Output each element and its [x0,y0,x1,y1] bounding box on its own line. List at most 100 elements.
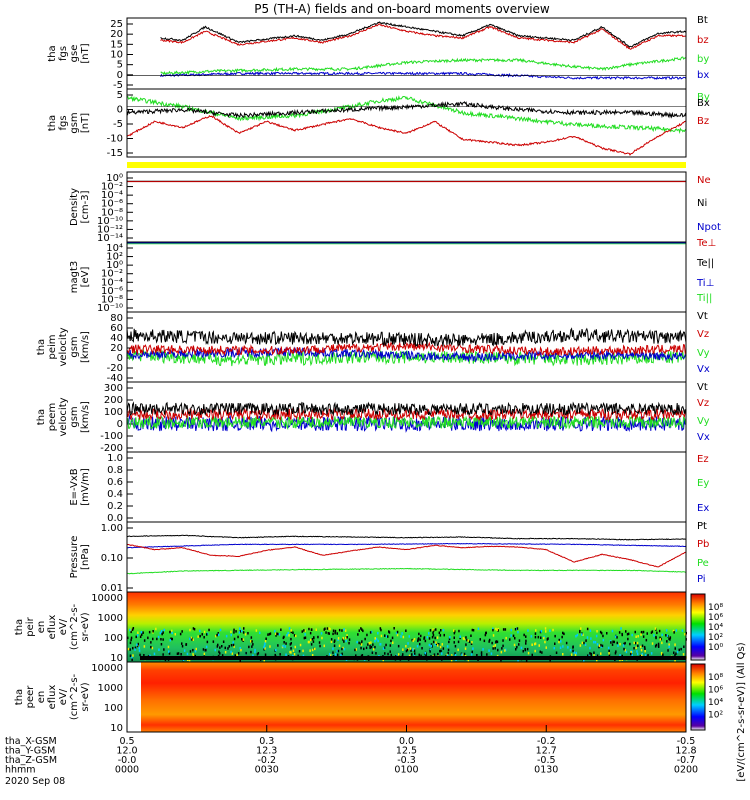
spectrogram-pixel [581,641,584,645]
spectrogram-pixel [287,631,289,635]
spectrogram-pixel [230,630,232,634]
spectrogram-pixel [517,630,519,634]
spectrogram-pixel [655,636,657,640]
spectrogram-pixel [567,646,569,649]
colorbar-tick-label: 10⁰ [708,643,723,653]
legend-red: Vz [697,398,709,409]
spectrogram-pixel [170,637,172,640]
spectrogram-pixel [131,656,133,659]
spectrogram-pixel [437,644,439,647]
spectrogram-pixel [541,651,543,654]
panel-ylabel: fgs [58,115,69,130]
spectrogram-pixel [136,643,138,647]
spectrogram-pixel [634,630,636,634]
spectrogram-pixel [517,658,519,662]
spectrogram-pixel [389,644,392,647]
spectrogram-pixel [299,643,302,647]
spectrogram-pixel [151,646,154,650]
spectrogram-pixel [538,644,540,647]
spectrogram-pixel [405,629,407,632]
spectrogram-pixel [433,653,436,656]
spectrogram-pixel [425,653,427,656]
spectrogram-pixel [134,648,136,651]
spectrogram-pixel [217,632,219,635]
spectrogram-pixel [179,632,182,636]
spectrogram-pixel [393,627,395,630]
spectrogram-pixel [290,647,292,650]
spectrogram-pixel [263,645,265,649]
spectrogram-pixel [596,654,599,657]
spectrogram-pixel [345,636,347,640]
spectrogram-pixel [608,653,611,657]
spectrogram-pixel [562,653,564,656]
y-tick-label: 40 [110,333,123,344]
spectrogram-pixel [269,632,272,635]
x-axis-row-label: tha_X-GSM [5,736,57,747]
spectrogram-pixel [208,628,210,632]
y-tick-label: 10⁻⁸ [101,294,123,305]
x-axis-value: 0.5 [119,736,134,747]
spectrogram-pixel [596,658,598,662]
spectrogram-pixel [561,635,563,639]
spectrogram-pixel [275,634,277,637]
spectrogram-pixel [659,638,662,641]
spectrogram-pixel [239,627,241,630]
spectrogram-pixel [432,628,434,631]
spectrogram-pixel [142,631,144,634]
spectrogram-pixel [304,633,306,636]
spectrogram-pixel [189,637,191,640]
spectrogram-pixel [431,636,434,639]
spectrogram-pixel [470,653,473,656]
spectrogram-pixel [420,654,422,658]
spectrogram-pixel [563,632,565,636]
spectrogram-pixel [206,633,208,636]
spectrogram-pixel [520,646,523,650]
spectrogram-pixel [292,649,295,652]
y-tick-label: 1.00 [101,523,123,534]
spectrogram-pixel [587,654,590,657]
y-tick-label: -10 [107,134,123,145]
spectrogram-pixel [625,630,627,633]
spectrogram-pixel [157,635,160,639]
y-tick-label: 0.01 [101,583,123,594]
spectrogram-pixel [661,633,663,637]
spectrogram-pixel [203,636,205,639]
spectrogram-pixel [611,629,614,633]
spectrogram-pixel [397,653,400,656]
x-axis-value: 12.5 [396,746,417,757]
spectrogram-pixel [134,646,137,649]
spectrogram-pixel [410,649,412,652]
spectrogram-pixel [362,629,364,633]
spectrogram-pixel [408,635,410,638]
spectrogram-pixel [219,628,222,632]
legend-blue: Ex [697,503,709,514]
spectrogram-pixel [156,637,158,641]
y-tick-label: 10⁻⁶ [101,199,123,210]
panel-ylabel: [km/s] [80,331,91,363]
y-tick-label: 10² [106,252,123,263]
spectrogram-pixel [644,649,646,653]
series-black-line [126,534,687,541]
spectrogram-pixel [435,628,437,631]
x-axis-value: 0.0 [399,736,414,747]
y-tick-label: -20 [107,363,123,374]
spectrogram-pixel [615,635,617,638]
spectrogram-pixel [242,638,245,641]
spectrogram-pixel [448,637,451,641]
spectrogram-pixel [342,636,344,640]
panel-frame [126,311,687,383]
spectrogram-pixel [363,647,365,651]
x-axis-value: 12.7 [536,746,557,757]
spectrogram-pixel [346,634,348,637]
spectrogram-pixel [129,641,132,645]
spectrogram-pixel [241,638,243,641]
spectrogram-pixel [228,645,230,648]
spectrogram-pixel [192,638,194,641]
spectrogram-pixel [201,633,203,636]
spectrogram-pixel [669,636,672,639]
spectrogram-pixel [463,637,465,641]
panel-ylabel: tha [47,115,58,131]
spectrogram-pixel [590,637,592,640]
spectrogram-pixel [585,639,587,642]
